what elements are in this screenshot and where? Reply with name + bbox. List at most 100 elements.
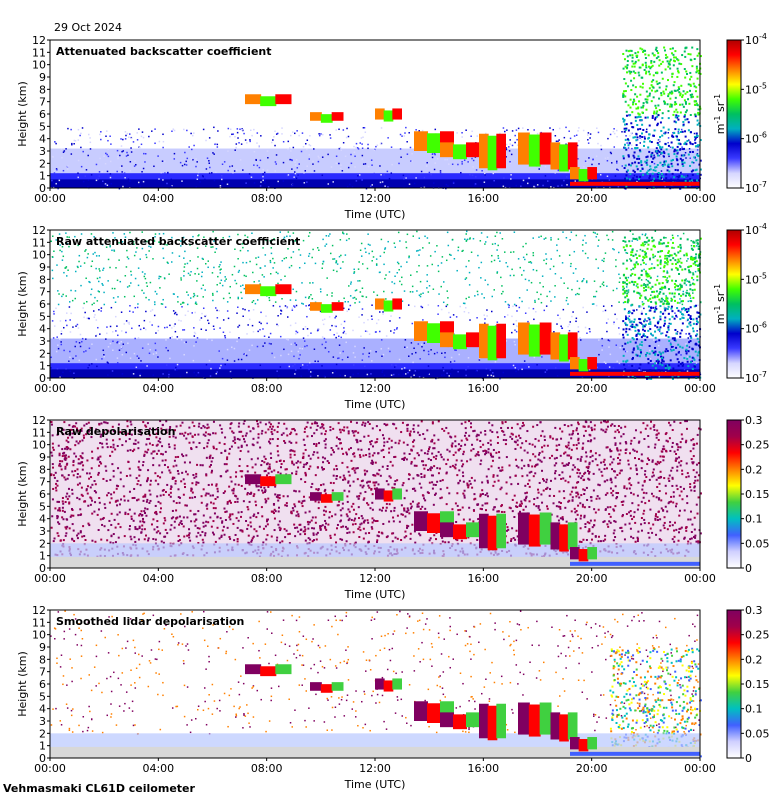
cloud-features [245, 284, 700, 376]
y-tick-label: 8 [39, 463, 46, 476]
colorbar-tick-label: 10-4 [745, 32, 767, 47]
y-tick-label: 7 [39, 96, 46, 109]
y-axis-label: Height (km) [16, 461, 29, 527]
y-tick-label: 6 [39, 298, 46, 311]
panel-title: Attenuated backscatter coefficient [56, 45, 272, 58]
cloud-features [245, 474, 700, 566]
x-tick-label: 00:00 [684, 382, 716, 395]
y-tick-label: 6 [39, 108, 46, 121]
y-tick-label: 7 [39, 286, 46, 299]
y-tick-label: 0 [39, 562, 46, 575]
x-tick-label: 12:00 [359, 762, 391, 775]
y-tick-label: 4 [39, 133, 46, 146]
x-tick-label: 16:00 [467, 192, 499, 205]
y-tick-label: 9 [39, 261, 46, 274]
colorbar-unit-label: m-1 sr-1 [713, 94, 727, 134]
x-tick-label: 20:00 [576, 382, 608, 395]
y-tick-label: 4 [39, 513, 46, 526]
x-tick-label: 08:00 [251, 762, 283, 775]
x-tick-label: 12:00 [359, 192, 391, 205]
panel-title: Raw attenuated backscatter coefficient [56, 235, 300, 248]
y-tick-label: 10 [32, 439, 46, 452]
y-tick-label: 2 [39, 537, 46, 550]
cloud-features [245, 94, 700, 186]
x-tick-label: 00:00 [34, 192, 66, 205]
x-axis-label: Time (UTC) [344, 398, 406, 411]
y-tick-label: 0 [39, 372, 46, 385]
y-tick-label: 1 [39, 740, 46, 753]
y-tick-label: 3 [39, 335, 46, 348]
colorbar-tick-label: 0.3 [745, 414, 763, 427]
y-tick-label: 8 [39, 653, 46, 666]
y-tick-label: 2 [39, 727, 46, 740]
y-tick-label: 0 [39, 752, 46, 765]
y-tick-label: 12 [32, 604, 46, 617]
x-axis-label: Time (UTC) [344, 208, 406, 221]
colorbar-tick-label: 10-4 [745, 222, 767, 237]
x-tick-label: 00:00 [34, 762, 66, 775]
colorbar [726, 419, 742, 569]
y-axis-label: Height (km) [16, 271, 29, 337]
y-tick-label: 10 [32, 629, 46, 642]
x-tick-label: 16:00 [467, 382, 499, 395]
y-tick-label: 4 [39, 323, 46, 336]
x-axis-label: Time (UTC) [344, 588, 406, 601]
date-label: 29 Oct 2024 [54, 21, 123, 34]
y-tick-label: 4 [39, 703, 46, 716]
colorbar-tick-label: 0.2 [745, 463, 763, 476]
colorbar-tick-label: 10-5 [745, 81, 767, 96]
y-axis-label: Height (km) [16, 651, 29, 717]
y-tick-label: 10 [32, 59, 46, 72]
x-tick-label: 00:00 [684, 762, 716, 775]
colorbar [726, 229, 742, 379]
x-tick-label: 12:00 [359, 382, 391, 395]
cloud-features [245, 664, 700, 756]
colorbar-tick-label: 0.15 [745, 678, 770, 691]
x-tick-label: 00:00 [684, 572, 716, 585]
colorbar-tick-label: 0.05 [745, 727, 770, 740]
x-tick-label: 08:00 [251, 382, 283, 395]
x-tick-label: 00:00 [684, 192, 716, 205]
colorbar-tick-label: 0.15 [745, 488, 770, 501]
y-tick-label: 12 [32, 414, 46, 427]
y-tick-label: 0 [39, 182, 46, 195]
y-tick-label: 2 [39, 347, 46, 360]
colorbar-tick-label: 10-6 [745, 321, 767, 336]
y-axis-label: Height (km) [16, 81, 29, 147]
colorbar-tick-label: 0 [745, 562, 752, 575]
colorbar-tick-label: 0.3 [745, 604, 763, 617]
y-tick-label: 1 [39, 550, 46, 563]
colorbar-tick-label: 10-7 [745, 180, 767, 195]
colorbar-tick-label: 10-7 [745, 370, 767, 385]
y-tick-label: 7 [39, 666, 46, 679]
y-tick-label: 9 [39, 71, 46, 84]
y-tick-label: 2 [39, 157, 46, 170]
colorbar [726, 39, 742, 189]
y-tick-label: 3 [39, 715, 46, 728]
y-tick-label: 11 [32, 236, 46, 249]
y-tick-label: 8 [39, 273, 46, 286]
colorbar-tick-label: 0.25 [745, 629, 770, 642]
colorbar-tick-label: 10-5 [745, 271, 767, 286]
y-tick-label: 12 [32, 34, 46, 47]
y-tick-label: 1 [39, 170, 46, 183]
y-tick-label: 1 [39, 360, 46, 373]
colorbar-tick-label: 0.1 [745, 703, 763, 716]
x-tick-label: 12:00 [359, 572, 391, 585]
y-tick-label: 11 [32, 46, 46, 59]
y-tick-label: 5 [39, 120, 46, 133]
x-tick-label: 04:00 [142, 192, 174, 205]
y-tick-label: 12 [32, 224, 46, 237]
instrument-label: Vehmasmaki CL61D ceilometer [3, 782, 195, 795]
x-tick-label: 20:00 [576, 762, 608, 775]
heatmap-texture [50, 46, 702, 190]
heatmap-texture [50, 610, 702, 759]
y-tick-label: 11 [32, 616, 46, 629]
x-tick-label: 16:00 [467, 572, 499, 585]
x-axis-label: Time (UTC) [344, 778, 406, 791]
y-tick-label: 10 [32, 249, 46, 262]
colorbar-tick-label: 10-6 [745, 131, 767, 146]
